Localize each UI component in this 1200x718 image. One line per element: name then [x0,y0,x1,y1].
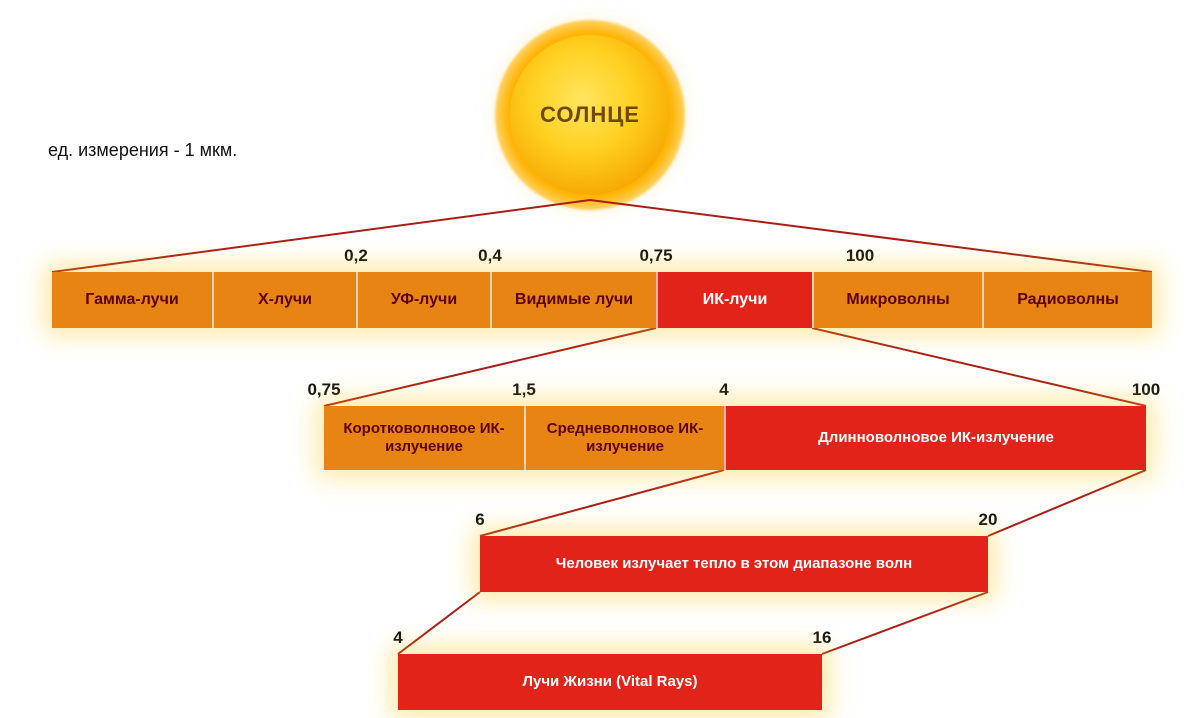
unit-note: ед. измерения - 1 мкм. [48,140,237,161]
tick-label: 4 [719,380,728,400]
spectrum-cell: Средневолновое ИК-излучение [524,406,724,470]
band-spectrum: Гамма-лучиХ-лучиУФ-лучиВидимые лучиИК-лу… [52,272,1152,328]
spectrum-cell: УФ-лучи [356,272,490,328]
tick-label: 0,75 [307,380,340,400]
diagram-canvas: ед. измерения - 1 мкм. СОЛНЦЕ 0,2 0,4 0,75… [0,0,1200,718]
spectrum-cell: Видимые лучи [490,272,656,328]
band-vital-rays: Лучи Жизни (Vital Rays) [398,654,822,710]
spectrum-cell: Гамма-лучи [52,272,212,328]
band-human-heat: Человек излучает тепло в этом диапазоне … [480,536,988,592]
spectrum-cell: Лучи Жизни (Vital Rays) [398,654,822,710]
tick-label: 20 [979,510,998,530]
spectrum-cell: Х-лучи [212,272,356,328]
tick-label: 0,75 [639,246,672,266]
spectrum-cell: Коротковолновое ИК-излучение [324,406,524,470]
band-ir-breakdown: Коротковолновое ИК-излучениеСредневолнов… [324,406,1146,470]
tick-label: 4 [393,628,402,648]
tick-label: 100 [1132,380,1160,400]
sun-icon: СОЛНЦЕ [495,20,685,210]
tick-label: 16 [813,628,832,648]
tick-label: 1,5 [512,380,536,400]
tick-label: 0,4 [478,246,502,266]
spectrum-cell: Человек излучает тепло в этом диапазоне … [480,536,988,592]
spectrum-cell: Длинноволновое ИК-излучение [724,406,1146,470]
tick-label: 100 [846,246,874,266]
tick-label: 6 [475,510,484,530]
spectrum-cell: Радиоволны [982,272,1152,328]
spectrum-cell: ИК-лучи [656,272,812,328]
sun-label: СОЛНЦЕ [495,20,685,210]
spectrum-cell: Микроволны [812,272,982,328]
tick-label: 0,2 [344,246,368,266]
